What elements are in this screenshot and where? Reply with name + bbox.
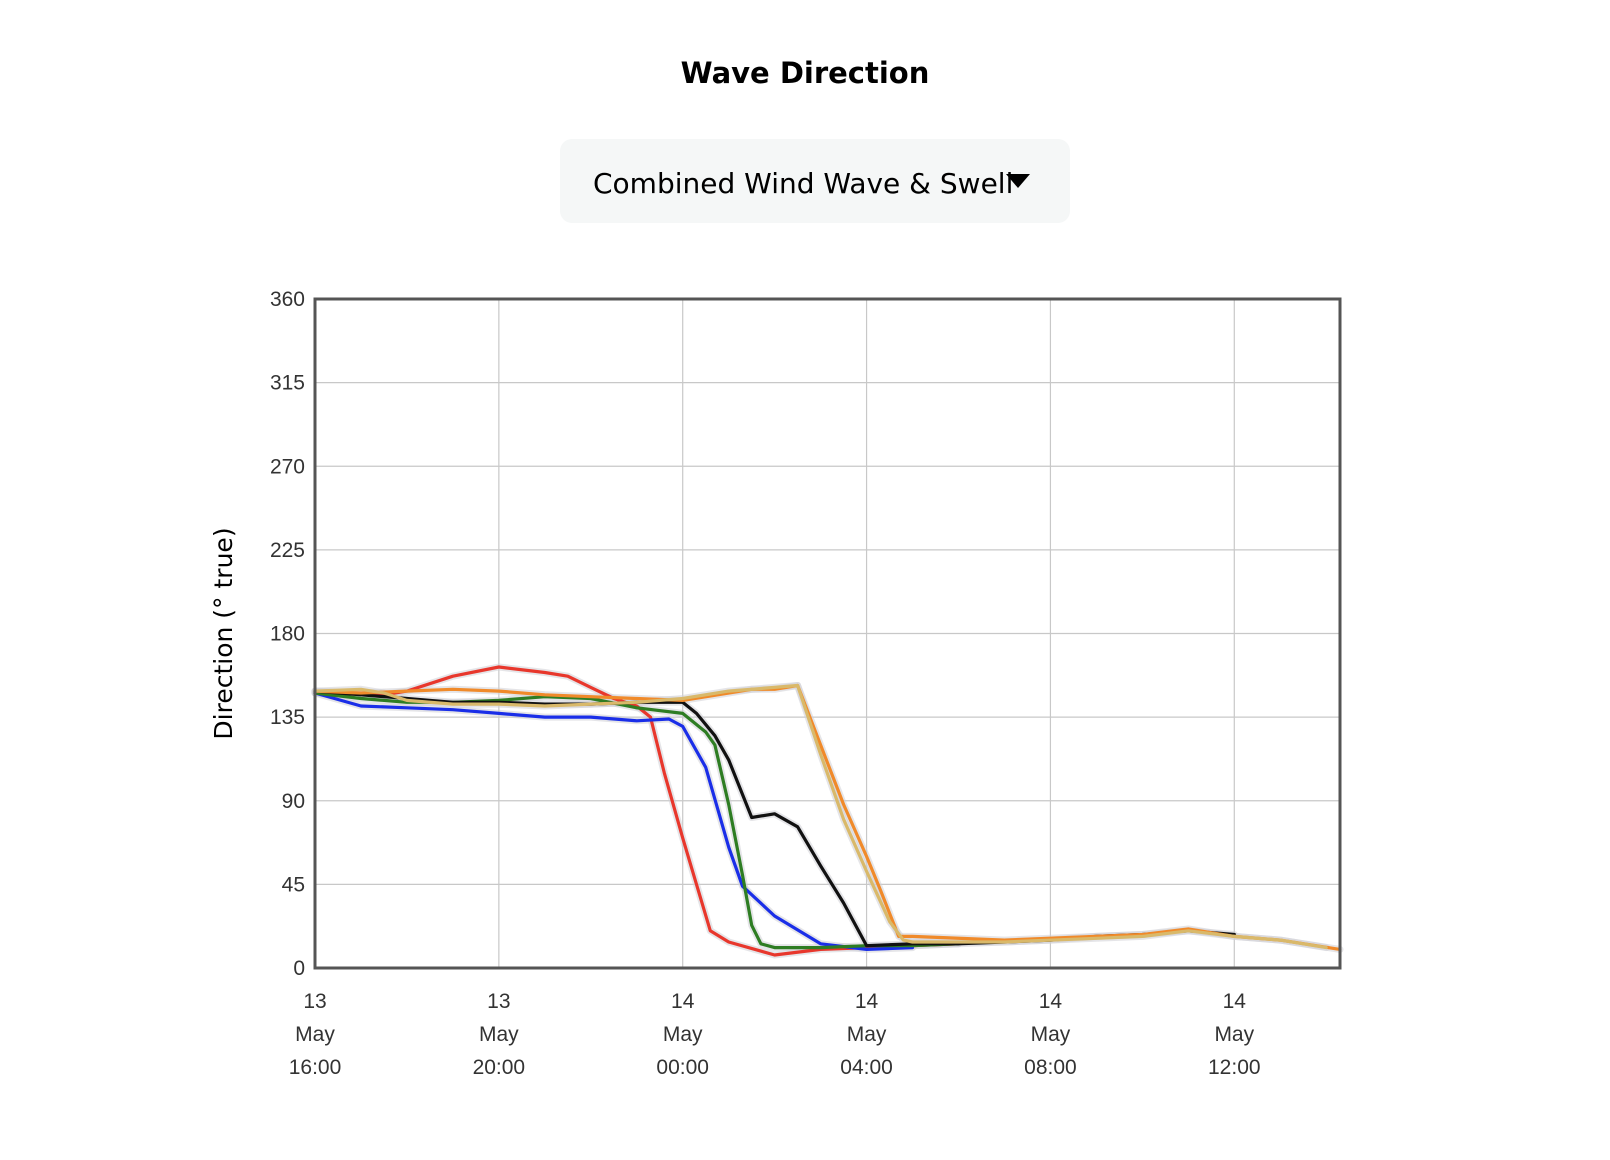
chart-series	[311, 663, 1344, 959]
page-title: Wave Direction	[680, 56, 930, 90]
x-axis-ticks: 13 May 16:00 13 May 20:00 14 May 00:00 14 May 04:00…	[289, 990, 1261, 1079]
series-line-5	[313, 683, 1342, 951]
x-tick-label: 14	[1223, 990, 1247, 1013]
y-tick-label: 360	[270, 288, 305, 311]
wave-type-dropdown[interactable]: Combined Wind Wave & Swell	[560, 139, 1070, 223]
plot-frame	[313, 297, 1342, 970]
y-tick-label: 180	[270, 623, 305, 646]
series-line-6	[313, 683, 1328, 950]
x-tick-label: 14	[671, 990, 695, 1013]
series-line-1	[313, 665, 961, 957]
x-tick-label: 14	[855, 990, 879, 1013]
caret-down-icon	[1006, 174, 1030, 188]
dropdown-selected-label: Combined Wind Wave & Swell	[593, 167, 1014, 200]
series-line-3	[313, 691, 961, 950]
x-tick-label: May	[1214, 1023, 1254, 1046]
x-tick-label: 04:00	[840, 1056, 893, 1079]
x-tick-label: 12:00	[1208, 1056, 1261, 1079]
x-tick-label: May	[295, 1023, 335, 1046]
x-tick-label: 13	[303, 990, 326, 1013]
x-tick-label: May	[1031, 1023, 1071, 1046]
y-tick-label: 135	[270, 706, 305, 729]
y-tick-label: 270	[270, 455, 305, 478]
series-shadow-2	[311, 689, 916, 953]
x-tick-label: 00:00	[656, 1056, 709, 1079]
y-tick-label: 45	[282, 873, 305, 896]
y-tick-label: 225	[270, 539, 305, 562]
x-tick-label: May	[663, 1023, 703, 1046]
series-shadow-4	[311, 687, 1238, 950]
x-tick-label: 14	[1039, 990, 1063, 1013]
series-shadow-6	[311, 682, 1330, 952]
chart-grid	[314, 298, 1340, 969]
y-tick-label: 0	[293, 957, 305, 980]
series-line-4	[313, 689, 1236, 948]
x-tick-label: 20:00	[473, 1056, 526, 1079]
x-tick-label: 16:00	[289, 1056, 342, 1079]
y-axis-label: Direction (° true)	[209, 527, 238, 739]
x-tick-label: 08:00	[1024, 1056, 1077, 1079]
series-shadow-5	[311, 682, 1344, 953]
y-tick-label: 315	[270, 372, 305, 395]
series-shadow-3	[311, 689, 962, 952]
y-tick-label: 90	[282, 790, 305, 813]
x-tick-label: May	[847, 1023, 887, 1046]
series-line-2	[313, 691, 915, 951]
y-axis-ticks: 0 45 90 135 180 225 270 315 360	[270, 288, 305, 980]
x-tick-label: May	[479, 1023, 519, 1046]
x-tick-label: 13	[487, 990, 510, 1013]
